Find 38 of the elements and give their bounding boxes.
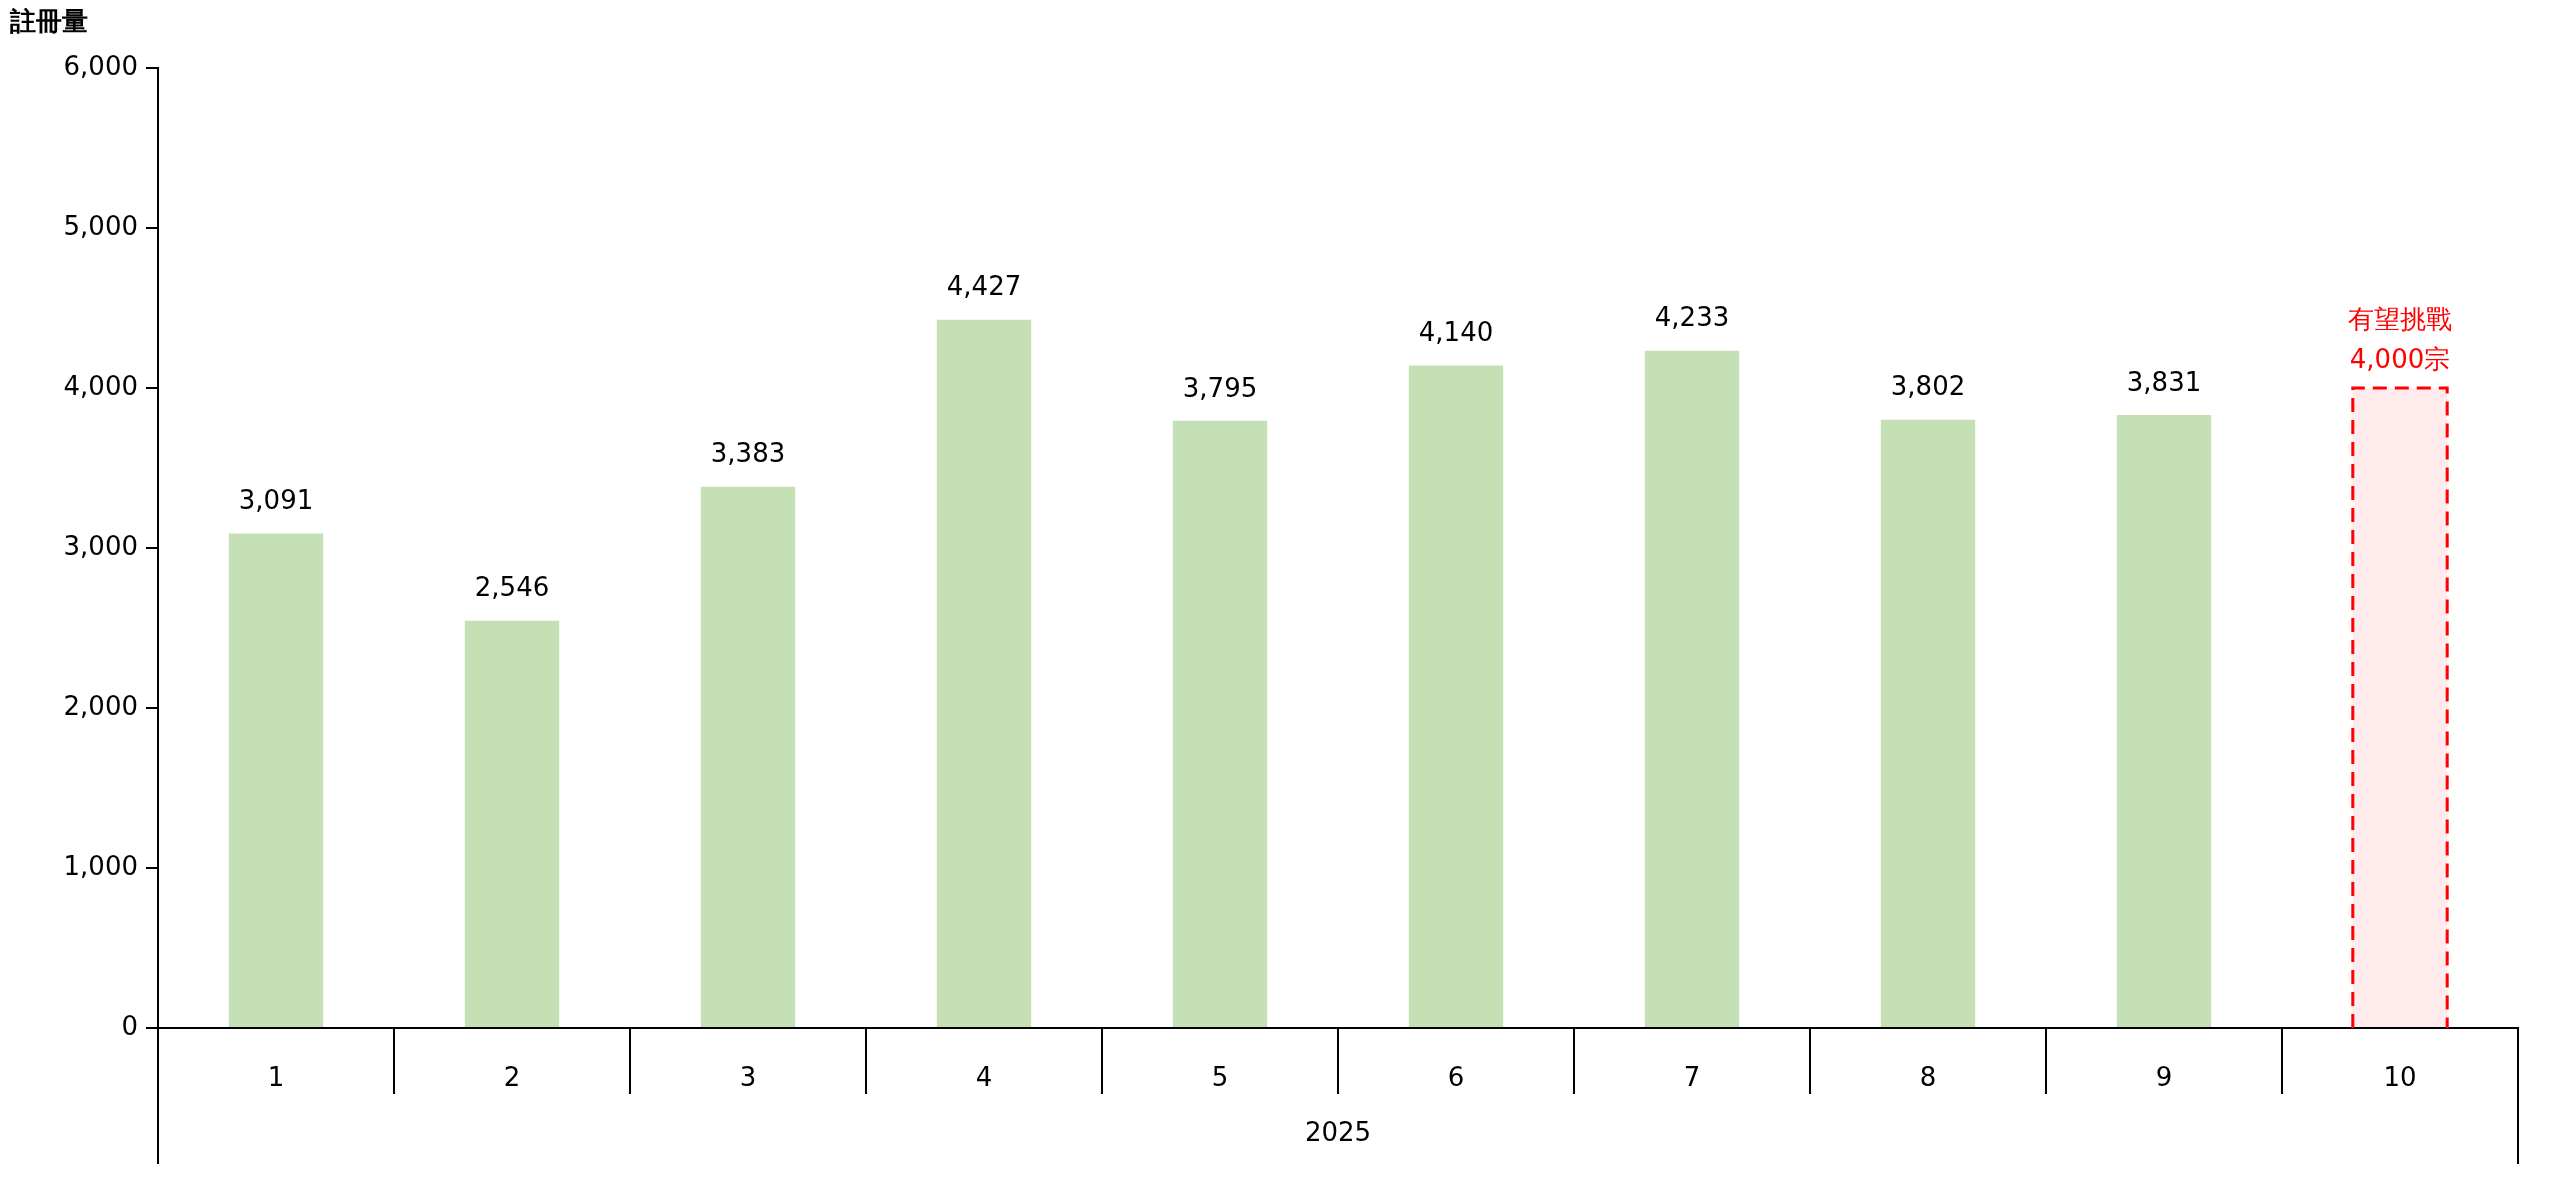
data-label: 4,427 <box>946 271 1022 302</box>
data-label: 2,546 <box>474 572 550 603</box>
data-label: 3,795 <box>1182 372 1258 403</box>
y-tick-label: 4,000 <box>63 370 138 401</box>
y-tick-label: 5,000 <box>63 210 138 241</box>
bar <box>2116 415 2212 1027</box>
x-tick-label: 9 <box>2155 1062 2173 1093</box>
bar <box>936 319 1032 1027</box>
bar <box>700 486 796 1027</box>
data-label: 3,802 <box>1890 371 1966 402</box>
data-label: 3,383 <box>710 438 786 469</box>
annotation: 有望挑戰 4,000宗 <box>2348 303 2452 374</box>
bar <box>1172 420 1268 1027</box>
x-tick-label: 4 <box>975 1062 993 1093</box>
data-label: 4,233 <box>1654 302 1730 333</box>
y-tick-label: 1,000 <box>63 850 138 881</box>
y-tick-label: 0 <box>121 1010 138 1041</box>
x-tick-label: 6 <box>1447 1062 1465 1093</box>
bar <box>1644 350 1740 1027</box>
bar <box>1408 365 1504 1027</box>
x-tick-label: 5 <box>1211 1062 1229 1093</box>
bar <box>464 620 560 1027</box>
data-label: 4,140 <box>1418 317 1494 348</box>
x-axis-title: 2025 <box>1304 1116 1372 1147</box>
x-tick-label: 2 <box>503 1062 521 1093</box>
data-label: 3,091 <box>238 485 314 516</box>
y-tick-label: 2,000 <box>63 690 138 721</box>
x-tick-label: 8 <box>1919 1062 1937 1093</box>
x-tick-label: 7 <box>1683 1062 1701 1093</box>
x-tick-label: 1 <box>267 1062 285 1093</box>
y-tick-label: 6,000 <box>63 50 138 81</box>
y-tick-label: 3,000 <box>63 530 138 561</box>
y-axis-title: 註冊量 <box>9 5 88 36</box>
x-tick-label: 3 <box>739 1062 757 1093</box>
data-label: 3,831 <box>2126 366 2202 397</box>
bar <box>228 533 324 1027</box>
x-tick-label: 10 <box>2383 1062 2417 1093</box>
bar <box>1880 419 1976 1027</box>
